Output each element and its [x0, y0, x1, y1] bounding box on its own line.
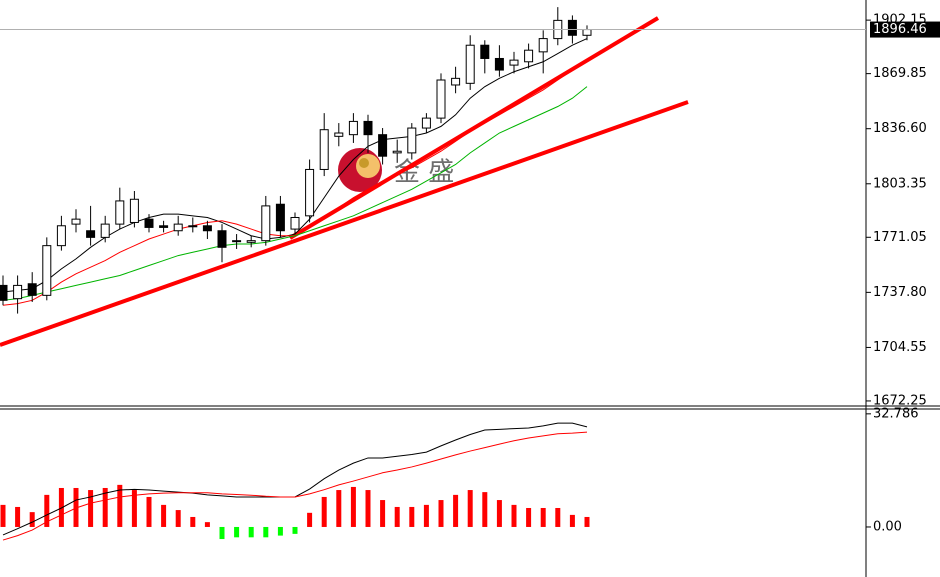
histogram-bar [219, 526, 225, 540]
trendline [0, 100, 689, 347]
histogram-bar [29, 512, 35, 527]
candle-body [129, 198, 139, 223]
candle-body [261, 205, 271, 242]
candle-body [173, 223, 183, 232]
histogram-bar [146, 496, 152, 527]
candle-body [56, 225, 66, 247]
indicator-line [2, 431, 588, 541]
candle-body [27, 283, 37, 296]
candle-body [188, 225, 198, 228]
candle-body [232, 240, 242, 243]
candle-body [159, 225, 169, 228]
histogram-bar [307, 512, 313, 527]
histogram-bar [380, 500, 386, 527]
histogram-bar [277, 526, 283, 536]
y-tick-label: 1672.25 [873, 393, 927, 408]
candle-body [86, 230, 96, 238]
y-tick-label: 1704.55 [873, 340, 927, 355]
histogram-bar [569, 514, 575, 527]
candle-body [115, 200, 125, 225]
histogram-bar [336, 490, 342, 527]
candle-body [217, 230, 227, 248]
candle-body [363, 120, 373, 136]
indicator-line [2, 86, 588, 301]
y-tick-label: 1771.05 [873, 230, 927, 245]
candle-body [421, 117, 431, 129]
histogram-bar [453, 494, 459, 527]
logo-dot [359, 158, 369, 168]
candle-body [319, 129, 329, 170]
y-tick-label: 1836.60 [873, 121, 927, 136]
y-tick-label: 0.00 [873, 519, 902, 534]
y-tick-label: 32.786 [873, 406, 919, 421]
candle-body [144, 218, 154, 228]
histogram-bar [511, 504, 517, 527]
candle-body [348, 120, 358, 136]
histogram-bar [365, 490, 371, 527]
histogram-bar [555, 507, 561, 527]
candle-body [480, 44, 490, 59]
y-tick-label: 1869.85 [873, 66, 927, 81]
histogram-bar [190, 516, 196, 527]
candle-body [436, 79, 446, 119]
candle-body [582, 29, 592, 36]
candle-body [246, 240, 256, 243]
histogram-bar [88, 490, 94, 527]
histogram-bar [0, 504, 6, 527]
candle-body [42, 245, 52, 296]
histogram-bar [438, 500, 444, 527]
y-tick-label: 1737.80 [873, 285, 927, 300]
candle-body [334, 132, 344, 137]
candle-body [0, 284, 8, 301]
candle-body [13, 284, 23, 300]
last-price-box [870, 21, 940, 38]
histogram-bar [292, 526, 298, 534]
histogram-bar [394, 506, 400, 527]
histogram-bar [248, 526, 254, 538]
histogram-bar [15, 506, 21, 527]
histogram-bar [44, 494, 50, 527]
histogram-bar [482, 492, 488, 527]
histogram-bar [423, 504, 429, 527]
histogram-bar [350, 486, 356, 527]
candle-body [71, 218, 81, 225]
last-price-label: 1896.46 [873, 22, 927, 37]
candle-body [524, 49, 534, 63]
histogram-bar [117, 484, 123, 527]
candle-body [407, 127, 417, 154]
trendline [288, 16, 660, 240]
histogram-bar [131, 490, 137, 527]
histogram-bar [540, 507, 546, 527]
watermark-logo [338, 148, 382, 192]
candle-body [538, 38, 548, 53]
candle-body [494, 57, 504, 71]
candle-body [378, 134, 388, 157]
candle-body [275, 203, 285, 232]
histogram-bar [584, 516, 590, 527]
candle-body [202, 225, 212, 232]
candle-body [305, 168, 315, 217]
candle-body [509, 59, 519, 66]
histogram-bar [204, 522, 210, 527]
histogram-bar [321, 496, 327, 527]
histogram-bar [409, 506, 415, 527]
candle-body [465, 44, 475, 84]
candle-body [567, 19, 577, 36]
histogram-bar [467, 490, 473, 527]
candle-body [100, 223, 110, 238]
histogram-bar [496, 500, 502, 527]
candle-body [290, 216, 300, 230]
candle-body [392, 150, 402, 154]
histogram-bar [526, 507, 532, 527]
candle-body [451, 77, 461, 86]
histogram-bar [102, 487, 108, 527]
histogram-bar [263, 526, 269, 538]
histogram-bar [175, 510, 181, 527]
histogram-bar [161, 504, 167, 527]
y-tick-label: 1803.35 [873, 176, 927, 191]
histogram-bar [234, 526, 240, 538]
